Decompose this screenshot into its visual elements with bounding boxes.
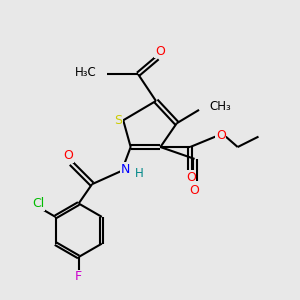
Text: CH₃: CH₃ [209,100,231,113]
Text: N: N [121,163,130,176]
Text: O: O [189,184,199,196]
Text: O: O [155,45,165,58]
Text: H: H [135,167,144,180]
Text: O: O [216,129,226,142]
Text: H₃C: H₃C [75,66,97,79]
Text: Cl: Cl [32,197,44,210]
Text: O: O [63,149,73,162]
Text: O: O [186,171,196,184]
Text: S: S [114,114,122,127]
Text: F: F [75,270,82,284]
